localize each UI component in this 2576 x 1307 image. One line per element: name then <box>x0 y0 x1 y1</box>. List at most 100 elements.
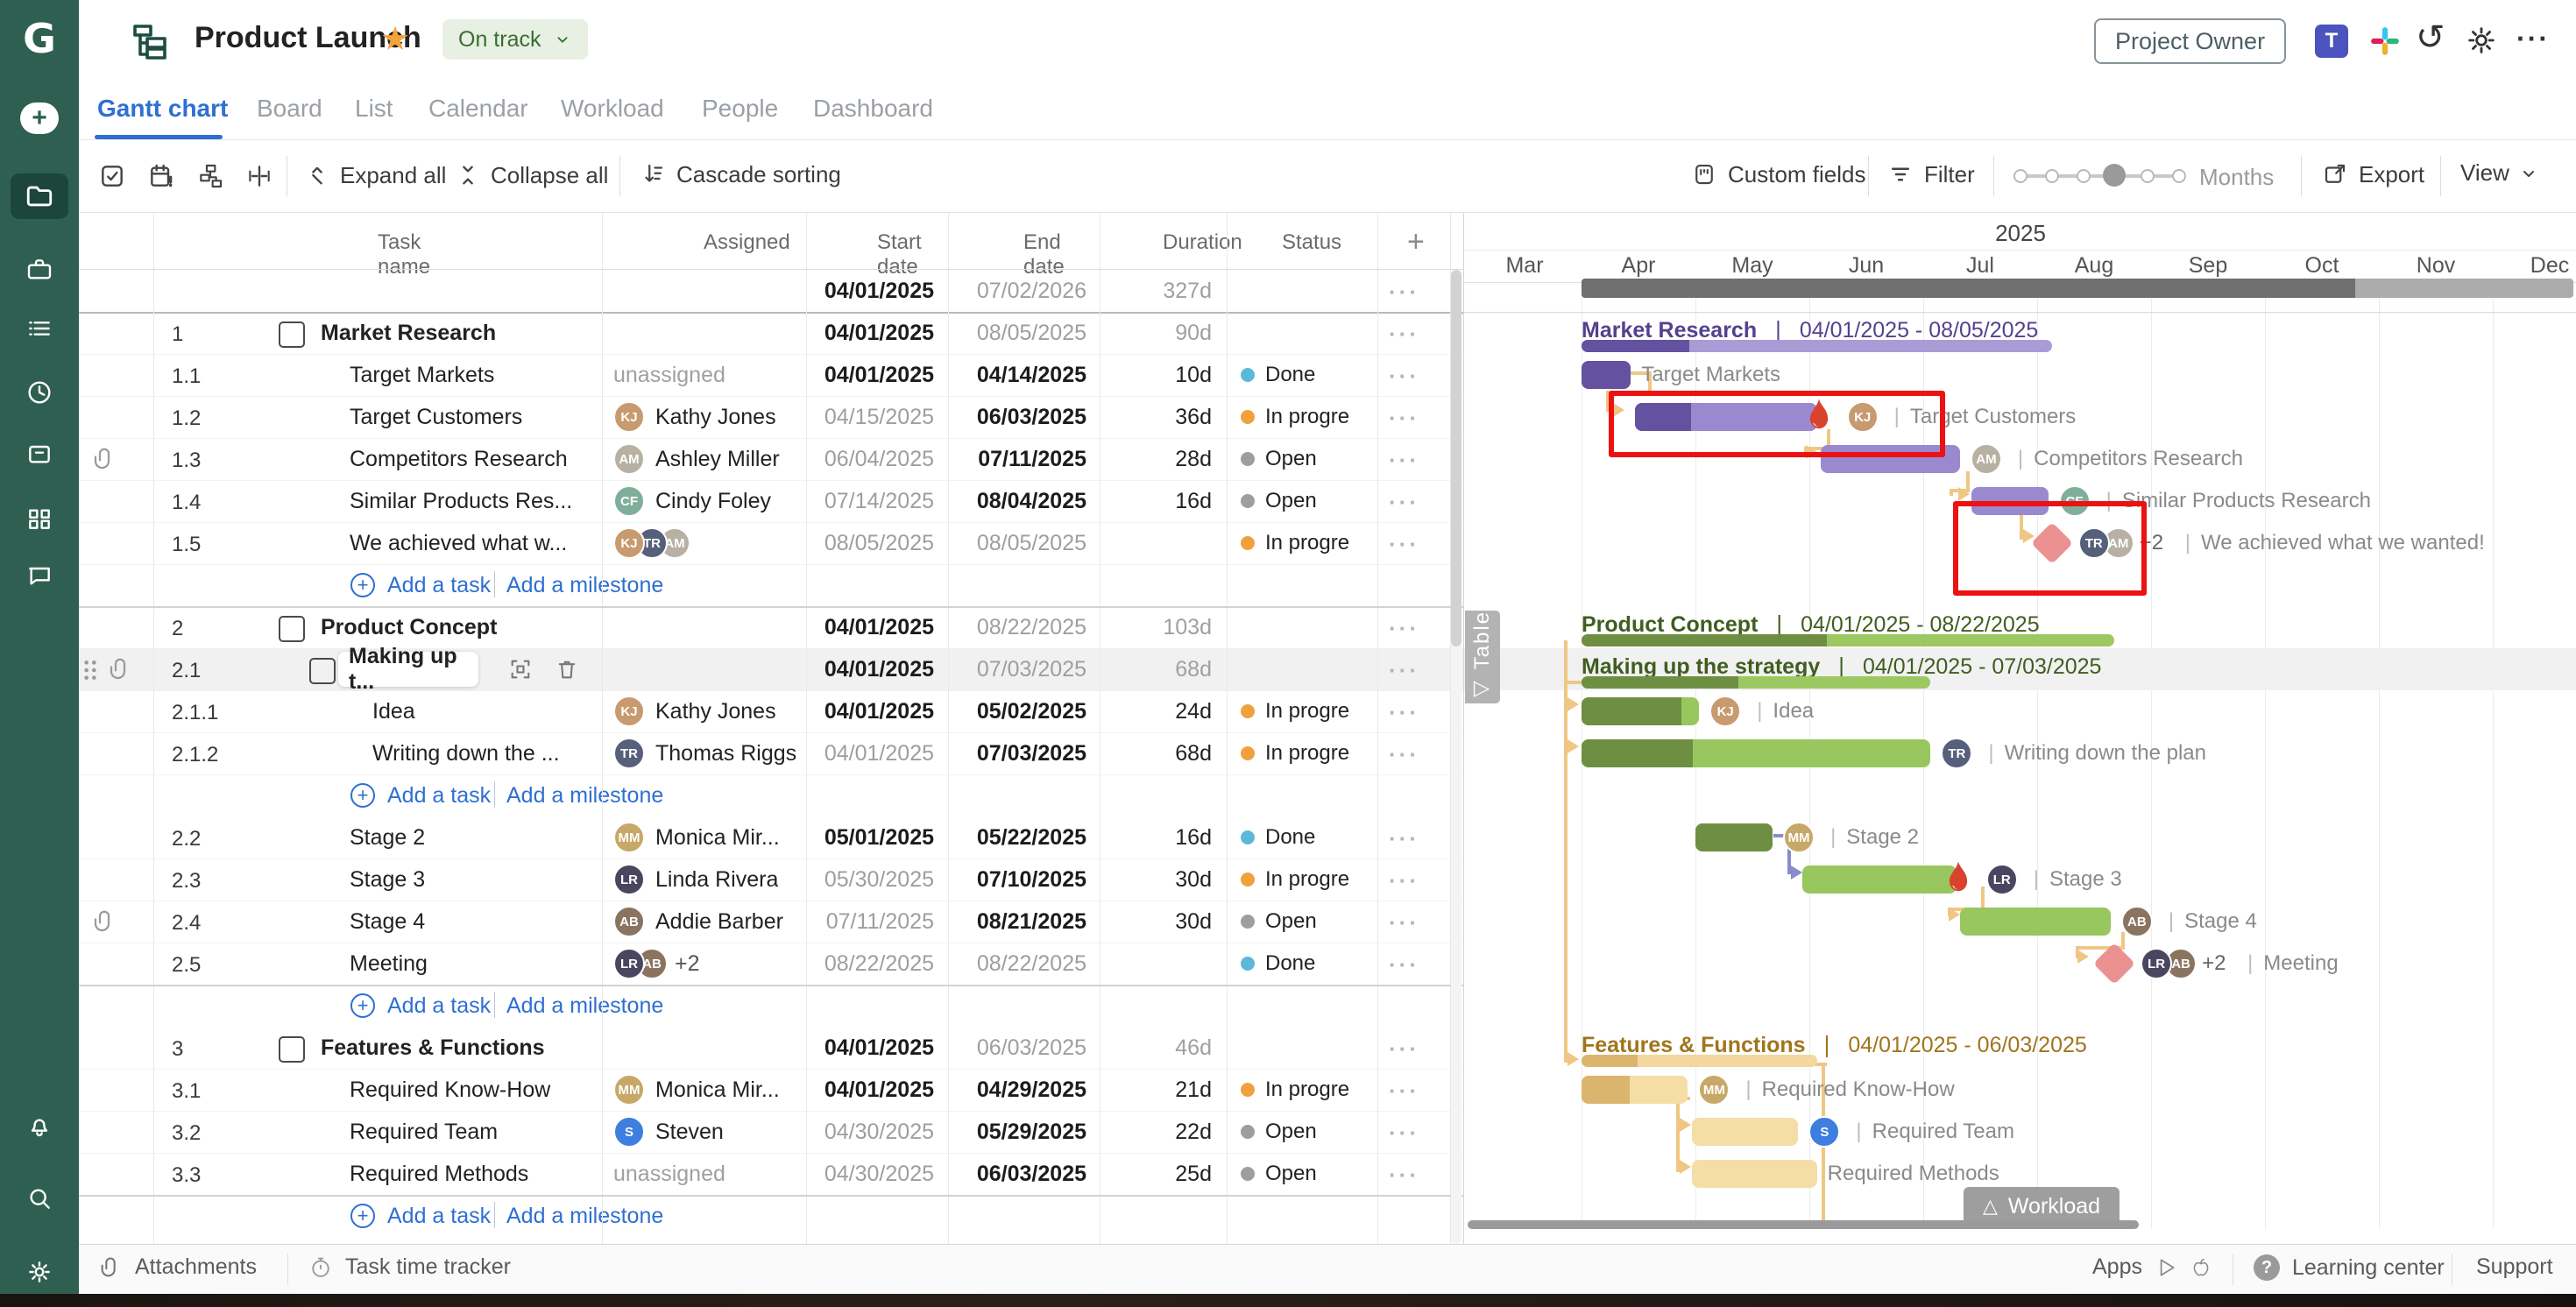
table-row[interactable]: 3 Features & Functions 04/01/2025 06/03/202… <box>79 1027 1463 1070</box>
start-date-cell[interactable]: 04/01/2025 <box>824 699 934 724</box>
duration-cell[interactable]: 21d <box>1175 1077 1212 1102</box>
status-cell[interactable]: Open <box>1241 438 1372 480</box>
assigned-name[interactable]: Kathy Jones <box>655 699 776 724</box>
zoom-slider-dot[interactable] <box>2172 169 2186 183</box>
duration-cell[interactable]: 327d <box>1163 279 1212 303</box>
assigned-name[interactable]: Ashley Miller <box>655 447 780 471</box>
tab-list[interactable]: List <box>355 95 393 122</box>
sidebar-item-grid[interactable] <box>0 491 79 547</box>
focus-task-icon[interactable] <box>508 657 533 682</box>
row-menu-button[interactable]: ··· <box>1389 657 1419 683</box>
expand-all-button[interactable]: Expand all <box>305 159 446 191</box>
duration-cell[interactable]: 103d <box>1163 615 1212 639</box>
task-name[interactable]: Stage 4 <box>350 909 426 934</box>
end-date-cell[interactable]: 08/22/2025 <box>976 615 1086 639</box>
status-cell[interactable]: Open <box>1241 1153 1372 1195</box>
add-task-plus-icon[interactable]: + <box>350 783 375 808</box>
status-cell[interactable]: In progre <box>1241 858 1372 901</box>
gantt-task-bar[interactable] <box>1582 361 1631 389</box>
add-task-link[interactable]: Add a task <box>387 993 492 1018</box>
task-name[interactable]: Required Methods <box>350 1162 529 1186</box>
table-row[interactable]: 2.1.2 Writing down the ... TR Thomas Riggs 0… <box>79 732 1463 775</box>
add-task-link[interactable]: Add a task <box>387 573 492 597</box>
add-milestone-link[interactable]: Add a milestone <box>506 1204 664 1228</box>
task-name[interactable]: Meeting <box>350 951 428 976</box>
row-menu-button[interactable]: ··· <box>1389 363 1419 389</box>
table-row[interactable]: 1.1 Target Markets unassigned 04/01/2025 04/… <box>79 354 1463 397</box>
zoom-slider-dot[interactable] <box>2141 169 2155 183</box>
duration-cell[interactable]: 16d <box>1175 489 1212 513</box>
delete-task-icon[interactable] <box>555 657 579 682</box>
export-button[interactable]: Export <box>2322 159 2424 189</box>
custom-fields-button[interactable]: Custom fields <box>1691 159 1866 189</box>
duration-cell[interactable]: 30d <box>1175 867 1212 892</box>
google-play-icon[interactable] <box>2155 1256 2177 1279</box>
gantt-group-bar[interactable] <box>1582 634 2115 646</box>
drag-handle-icon[interactable] <box>82 659 98 682</box>
end-date-cell[interactable]: 07/11/2025 <box>978 447 1086 471</box>
table-row[interactable]: 2.4 Stage 4 AB Addie Barber 07/11/2025 08/21/… <box>79 901 1463 943</box>
status-cell[interactable]: In progre <box>1241 396 1372 438</box>
row-menu-button[interactable]: ··· <box>1389 741 1419 767</box>
duration-cell[interactable]: 36d <box>1175 405 1212 429</box>
duration-cell[interactable]: 68d <box>1175 741 1212 766</box>
add-milestone-link[interactable]: Add a milestone <box>506 993 664 1018</box>
workload-toggle-button[interactable]: △ Workload <box>1964 1187 2120 1226</box>
gantt-task-bar[interactable] <box>1582 1076 1688 1104</box>
teams-icon[interactable]: T <box>2315 25 2348 58</box>
sidebar-item-list[interactable] <box>0 300 79 357</box>
row-menu-button[interactable]: ··· <box>1389 405 1419 431</box>
gantt-summary-bar[interactable] <box>1582 279 2573 298</box>
slack-icon[interactable] <box>2368 25 2402 58</box>
tab-people[interactable]: People <box>702 95 779 122</box>
status-cell[interactable]: Done <box>1241 354 1372 396</box>
end-date-cell[interactable]: 06/03/2025 <box>976 1035 1086 1060</box>
table-row[interactable]: 2.5 Meeting LR AB +2 08/22/2025 08/22/2025 Done… <box>79 943 1463 986</box>
table-row[interactable]: 2 Product Concept 04/01/2025 08/22/2025 103d… <box>79 606 1463 649</box>
end-date-cell[interactable]: 08/21/2025 <box>976 909 1086 934</box>
more-menu-icon[interactable]: ··· <box>2516 23 2550 54</box>
zoom-slider-handle[interactable] <box>2103 164 2126 187</box>
task-name[interactable]: Target Customers <box>350 405 523 429</box>
end-date-cell[interactable]: 08/05/2025 <box>976 321 1086 345</box>
cascade-sorting-button[interactable]: Cascade sorting <box>640 159 841 189</box>
row-menu-button[interactable]: ··· <box>1389 867 1419 894</box>
add-milestone-link[interactable]: Add a milestone <box>506 573 664 597</box>
zoom-slider-dot[interactable] <box>2013 169 2028 183</box>
table-row[interactable]: 3.3 Required Methods unassigned 04/30/2025 0… <box>79 1153 1463 1196</box>
status-cell[interactable]: In progre <box>1241 522 1372 564</box>
tab-gantt-chart[interactable]: Gantt chart <box>97 95 229 122</box>
sidebar-item-gear[interactable] <box>0 1244 79 1300</box>
add-milestone-link[interactable]: Add a milestone <box>506 783 664 808</box>
assigned-name[interactable]: Steven <box>655 1120 724 1144</box>
table-row[interactable]: 1.2 Target Customers KJ Kathy Jones 04/15/20… <box>79 396 1463 439</box>
status-cell[interactable]: In progre <box>1241 732 1372 774</box>
sidebar-item-search[interactable] <box>0 1170 79 1226</box>
assigned-name[interactable]: Kathy Jones <box>655 405 776 429</box>
assigned-name[interactable]: Linda Rivera <box>655 867 779 892</box>
start-date-cell[interactable]: 05/30/2025 <box>824 867 934 892</box>
gantt-group-bar[interactable] <box>1582 1055 1817 1067</box>
end-date-cell[interactable]: 07/02/2026 <box>976 279 1086 303</box>
end-date-cell[interactable]: 07/03/2025 <box>976 741 1086 766</box>
gantt-scrollbar-thumb[interactable] <box>1468 1220 2139 1229</box>
table-row[interactable]: 2.1.1 Idea KJ Kathy Jones 04/01/2025 05/02/20… <box>79 690 1463 733</box>
end-date-cell[interactable]: 08/22/2025 <box>976 951 1086 976</box>
row-menu-button[interactable]: ··· <box>1389 489 1419 515</box>
add-task-plus-icon[interactable]: + <box>350 993 375 1018</box>
end-date-cell[interactable]: 08/05/2025 <box>976 531 1086 555</box>
row-menu-button[interactable]: ··· <box>1389 1162 1419 1188</box>
end-date-cell[interactable]: 04/29/2025 <box>976 1077 1086 1102</box>
end-date-cell[interactable]: 06/03/2025 <box>976 405 1086 429</box>
table-row[interactable]: 1.4 Similar Products Res... CF Cindy Foley 0… <box>79 480 1463 523</box>
row-menu-button[interactable]: ··· <box>1389 447 1419 473</box>
status-chip[interactable]: On track <box>442 19 589 60</box>
attachments-button[interactable]: Attachments <box>98 1254 257 1280</box>
table-row[interactable]: 2.1 Making up t... 04/01/2025 07/03/2025 68d… <box>79 644 1463 694</box>
row-menu-button[interactable]: ··· <box>1389 531 1419 557</box>
assigned-name[interactable]: Monica Mir... <box>655 1077 780 1102</box>
apple-icon[interactable] <box>2190 1256 2212 1279</box>
support-button[interactable]: Support <box>2476 1254 2553 1279</box>
gantt-task-bar[interactable] <box>1634 403 1817 431</box>
gantt-task-bar[interactable] <box>1821 445 1960 473</box>
